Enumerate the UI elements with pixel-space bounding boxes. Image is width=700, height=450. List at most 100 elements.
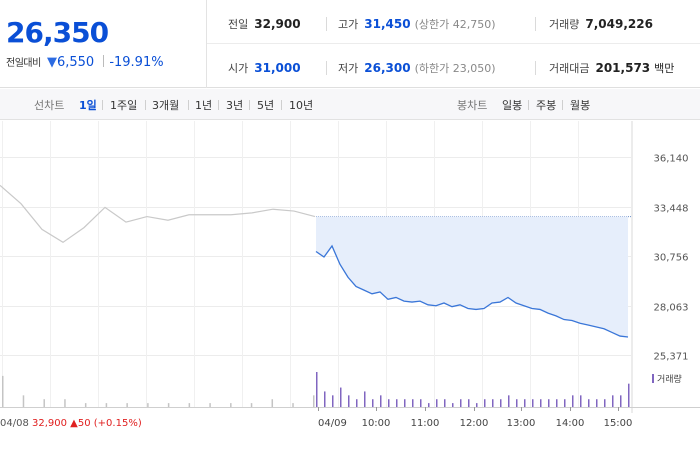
volume-bar-today: [548, 399, 550, 407]
volume-bar-today: [452, 403, 454, 407]
volume-bar-today: [516, 399, 518, 407]
stat-volume: 거래량 7,049,226: [549, 16, 653, 32]
divider: [249, 100, 250, 110]
change-row: 전일대비 ▼6,550 -19.91%: [6, 54, 164, 70]
volume-bar-today: [612, 395, 614, 407]
divider: [535, 61, 536, 75]
x-tick-label: 10:00: [362, 418, 391, 429]
divider: [207, 43, 700, 44]
volume-bar-today: [396, 399, 398, 407]
period-1y[interactable]: 1년: [195, 99, 213, 112]
volume-bar-today: [492, 399, 494, 407]
volume-bar-today: [596, 399, 598, 407]
x-axis: 04/09 10:00 11:00 12:00 13:00 14:00 15:00 04/08…: [0, 407, 632, 429]
volume-bar-today: [364, 391, 366, 407]
volume-bar-prev: [230, 403, 232, 407]
current-price: 26,350: [6, 16, 109, 49]
volume-bar-prev: [292, 403, 294, 407]
volume-bar-prev: [2, 375, 4, 407]
volume-bar-prev: [126, 403, 128, 407]
volume-bar-prev: [64, 399, 66, 407]
volume-bar-today: [484, 399, 486, 407]
volume-bar-today: [556, 399, 558, 407]
volume-bar-today: [316, 372, 318, 407]
stat-value: 31,000: [254, 61, 301, 75]
candle-daily[interactable]: 일봉: [502, 99, 523, 112]
stat-value: 26,300: [364, 61, 411, 75]
x-tick-label: 12:00: [460, 418, 489, 429]
stat-turnover: 거래대금 201,573 백만: [549, 60, 674, 76]
series-today-area: [316, 216, 628, 337]
change-label: 전일대비: [6, 58, 41, 69]
divider: [562, 100, 563, 110]
line-chart-caption: 선차트: [34, 99, 65, 112]
volume-bar-today: [380, 395, 382, 407]
stat-label: 시가: [228, 62, 249, 75]
divider: [145, 100, 146, 110]
stat-value: 32,900: [254, 17, 301, 31]
plot-area: [0, 184, 632, 338]
volume-bar-today: [428, 403, 430, 407]
divider: [218, 100, 219, 110]
volume-bar-prev: [147, 403, 149, 407]
volume-bar-prev: [105, 403, 108, 407]
volume-bar-today: [588, 399, 590, 407]
stat-value: 201,573: [595, 61, 651, 75]
stat-prev-close: 전일 32,900: [228, 16, 301, 32]
volume-bar-today: [604, 399, 606, 407]
period-3m[interactable]: 3개월: [152, 99, 180, 112]
period-1w[interactable]: 1주일: [110, 99, 138, 112]
candle-weekly[interactable]: 주봉: [536, 99, 557, 112]
series-prev-day-line: [0, 184, 316, 244]
change-amount: 6,550: [56, 55, 95, 70]
divider: [535, 17, 536, 31]
y-axis: 36,140 33,448 30,756 28,063 25,371: [654, 154, 689, 363]
volume-bar-today: [468, 399, 470, 407]
prev-day-change-percent: (+0.15%): [94, 418, 142, 429]
x-tick-label: 04/09: [318, 418, 347, 429]
prev-day-close: 32,900: [32, 418, 70, 429]
volume-legend-label: 거래량: [657, 373, 682, 385]
volume-bar-today: [580, 395, 582, 407]
divider: [326, 17, 327, 31]
divider: [326, 61, 327, 75]
volume-bar-prev: [209, 403, 211, 407]
volume-bar-today: [628, 383, 630, 407]
y-tick-label: 36,140: [654, 154, 689, 165]
stat-label: 고가: [338, 18, 359, 31]
prev-day-date: 04/08: [0, 418, 32, 429]
divider: [103, 55, 105, 67]
volume-bar-today: [620, 395, 622, 407]
candle-monthly[interactable]: 월봉: [570, 99, 591, 112]
period-1d[interactable]: 1일: [79, 99, 97, 112]
stat-value: 31,450: [364, 17, 411, 31]
stat-open: 시가 31,000: [228, 60, 301, 76]
volume-bar-prev: [84, 403, 87, 407]
divider: [188, 100, 189, 110]
period-3y[interactable]: 3년: [226, 99, 244, 112]
volume-bar-today: [444, 399, 446, 407]
stat-high: 고가 31,450 (상한가 42,750): [338, 16, 496, 32]
stat-label: 거래량: [549, 18, 580, 31]
volume-bar-prev: [43, 399, 45, 407]
volume-bar-today: [532, 399, 534, 407]
down-arrow-icon: ▼: [46, 55, 57, 70]
prev-day-info: 04/08 32,900 ▲50 (+0.15%): [0, 418, 142, 429]
volume-bar-today: [420, 399, 422, 407]
stat-label: 저가: [338, 62, 359, 75]
period-5y[interactable]: 5년: [257, 99, 275, 112]
divider: [528, 100, 529, 110]
upper-limit: (상한가 42,750): [414, 18, 496, 31]
y-tick-label: 28,063: [654, 303, 689, 314]
volume-bar-today: [340, 387, 342, 407]
volume-bar-prev: [188, 403, 191, 407]
y-tick-label: 30,756: [654, 253, 689, 264]
divider: [281, 100, 282, 110]
volume-bar-today: [388, 399, 390, 407]
y-tick-label: 25,371: [654, 352, 689, 363]
volume-bar-prev: [271, 399, 274, 407]
volume-bar-today: [436, 399, 438, 407]
volume-bar-today: [356, 399, 358, 407]
prev-day-change: 50: [78, 418, 94, 429]
period-10y[interactable]: 10년: [289, 99, 314, 112]
